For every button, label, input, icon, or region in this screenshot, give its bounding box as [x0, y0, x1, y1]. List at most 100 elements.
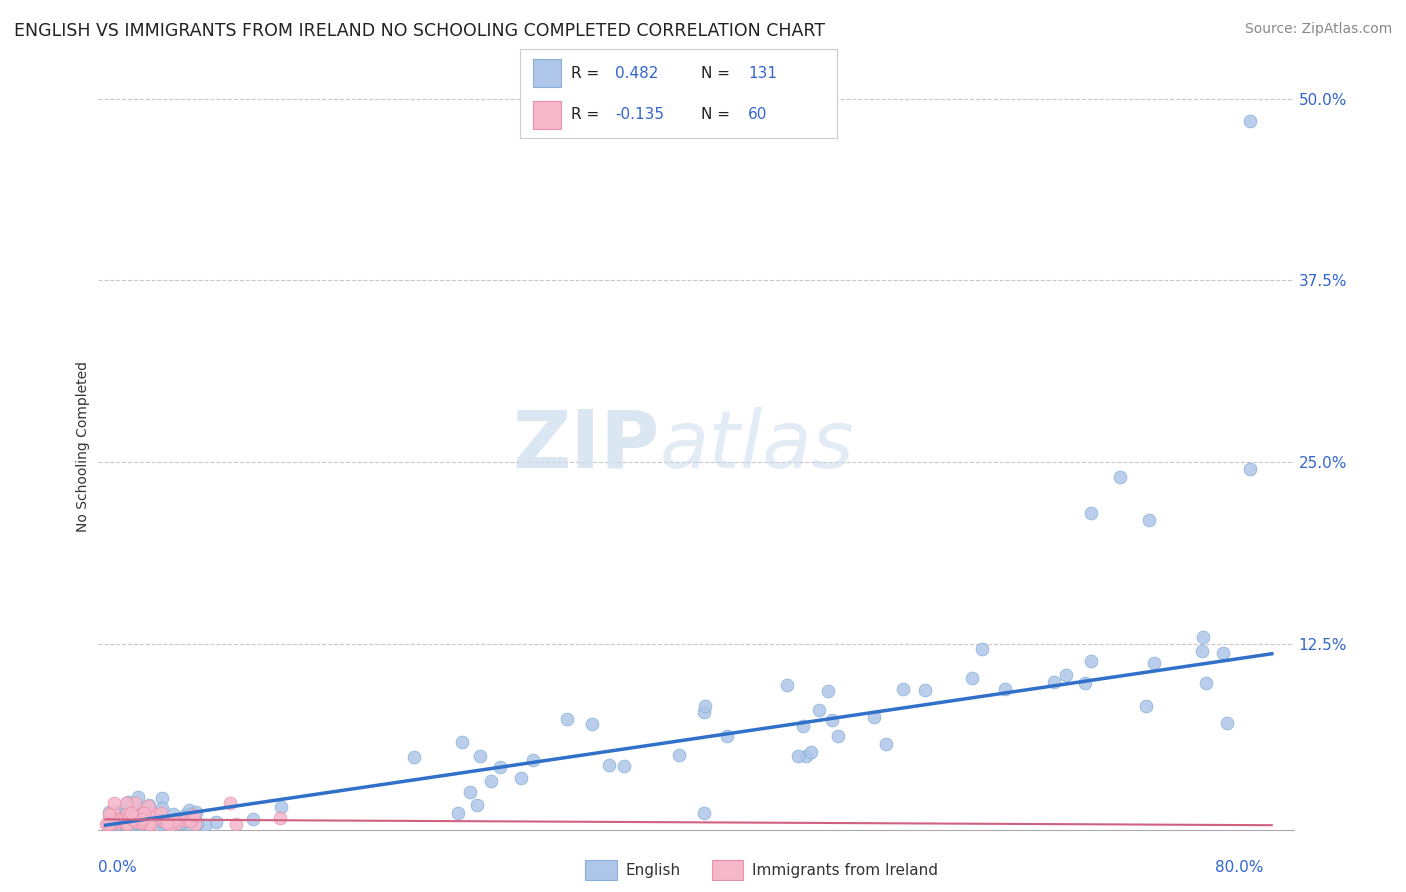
- Point: [1239, 462, 1261, 476]
- Point: [98, 816, 121, 830]
- Point: [613, 759, 636, 773]
- Point: [150, 815, 173, 830]
- Point: [447, 805, 470, 820]
- Point: [598, 758, 620, 772]
- Point: [118, 810, 141, 824]
- Text: Source: ZipAtlas.com: Source: ZipAtlas.com: [1244, 22, 1392, 37]
- Point: [509, 771, 531, 785]
- Point: [800, 745, 823, 759]
- Point: [131, 814, 153, 828]
- Point: [183, 808, 205, 822]
- Point: [114, 817, 136, 831]
- Point: [891, 681, 914, 696]
- Point: [103, 813, 125, 827]
- Point: [98, 813, 121, 827]
- Point: [693, 805, 716, 820]
- Point: [138, 817, 160, 831]
- FancyBboxPatch shape: [533, 101, 561, 129]
- Point: [179, 807, 201, 822]
- Point: [150, 791, 173, 805]
- Point: [1191, 644, 1213, 658]
- Point: [776, 678, 799, 692]
- FancyBboxPatch shape: [711, 860, 744, 880]
- Text: N =: N =: [700, 107, 730, 121]
- Point: [163, 815, 186, 830]
- Point: [522, 753, 544, 767]
- Point: [160, 815, 183, 830]
- Text: 60: 60: [748, 107, 768, 121]
- Point: [100, 816, 122, 830]
- Point: [994, 681, 1017, 696]
- Point: [120, 816, 142, 830]
- Point: [97, 817, 120, 831]
- Point: [129, 815, 152, 830]
- Point: [808, 703, 831, 717]
- Point: [204, 815, 226, 830]
- Point: [1212, 646, 1234, 660]
- Point: [150, 805, 173, 820]
- Point: [117, 814, 139, 829]
- Text: English: English: [626, 863, 681, 878]
- Point: [98, 816, 121, 830]
- Point: [165, 816, 187, 830]
- Point: [219, 797, 242, 811]
- Text: 80.0%: 80.0%: [1215, 860, 1264, 875]
- Point: [97, 806, 120, 821]
- Text: atlas: atlas: [661, 407, 855, 485]
- Point: [465, 797, 488, 812]
- Point: [693, 699, 716, 714]
- Point: [98, 813, 121, 827]
- Point: [115, 802, 138, 816]
- Point: [162, 814, 184, 829]
- Point: [960, 671, 983, 685]
- Point: [141, 808, 163, 822]
- Point: [112, 806, 135, 821]
- Point: [1080, 506, 1102, 520]
- Point: [100, 815, 122, 830]
- Point: [143, 807, 166, 822]
- Point: [458, 785, 481, 799]
- Point: [125, 814, 148, 829]
- Point: [139, 817, 162, 831]
- Point: [98, 811, 121, 825]
- Point: [124, 797, 146, 811]
- Point: [120, 808, 142, 822]
- Point: [105, 817, 128, 831]
- Y-axis label: No Schooling Completed: No Schooling Completed: [76, 360, 90, 532]
- Point: [111, 803, 134, 817]
- Point: [117, 817, 139, 831]
- Point: [98, 817, 121, 831]
- Point: [173, 807, 195, 822]
- Point: [581, 717, 603, 731]
- Point: [163, 814, 186, 828]
- Point: [138, 797, 160, 812]
- Point: [115, 807, 138, 822]
- Point: [135, 816, 157, 830]
- FancyBboxPatch shape: [533, 59, 561, 87]
- Point: [141, 815, 163, 830]
- Point: [120, 814, 142, 828]
- Point: [668, 748, 690, 763]
- Point: [138, 817, 160, 831]
- Point: [179, 814, 201, 828]
- Point: [270, 800, 292, 814]
- Point: [817, 683, 839, 698]
- Text: 0.0%: 0.0%: [98, 860, 138, 875]
- Point: [142, 811, 165, 825]
- Point: [98, 805, 121, 819]
- Point: [863, 709, 886, 723]
- Point: [121, 814, 143, 829]
- Point: [105, 813, 128, 827]
- Point: [100, 812, 122, 826]
- Point: [125, 810, 148, 824]
- Point: [177, 804, 200, 818]
- Point: [125, 815, 148, 830]
- Point: [104, 814, 127, 828]
- FancyBboxPatch shape: [585, 860, 617, 880]
- Point: [269, 811, 291, 825]
- Point: [134, 801, 156, 815]
- Point: [111, 815, 134, 830]
- Point: [111, 814, 134, 828]
- Point: [914, 683, 936, 698]
- Text: ENGLISH VS IMMIGRANTS FROM IRELAND NO SCHOOLING COMPLETED CORRELATION CHART: ENGLISH VS IMMIGRANTS FROM IRELAND NO SC…: [14, 22, 825, 40]
